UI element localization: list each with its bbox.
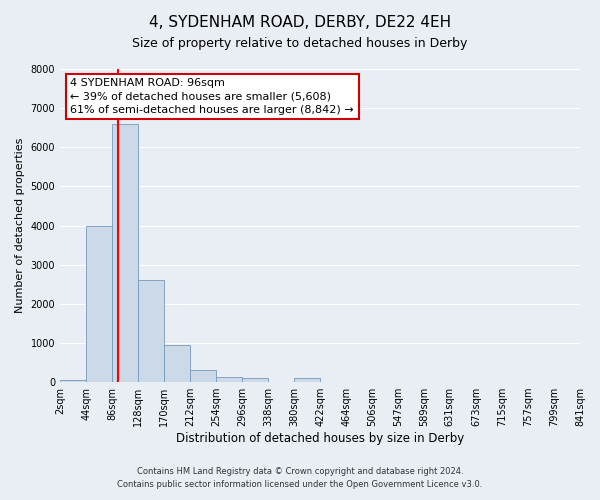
Text: Size of property relative to detached houses in Derby: Size of property relative to detached ho… <box>133 38 467 51</box>
Bar <box>138 280 164 382</box>
Text: 4, SYDENHAM ROAD, DERBY, DE22 4EH: 4, SYDENHAM ROAD, DERBY, DE22 4EH <box>149 15 451 30</box>
Text: 4 SYDENHAM ROAD: 96sqm
← 39% of detached houses are smaller (5,608)
61% of semi-: 4 SYDENHAM ROAD: 96sqm ← 39% of detached… <box>70 78 354 115</box>
Bar <box>216 376 242 382</box>
Bar <box>242 378 268 382</box>
Bar <box>86 226 112 382</box>
Bar <box>295 378 320 382</box>
Bar <box>190 370 216 382</box>
X-axis label: Distribution of detached houses by size in Derby: Distribution of detached houses by size … <box>176 432 464 445</box>
Y-axis label: Number of detached properties: Number of detached properties <box>15 138 25 313</box>
Bar <box>112 124 138 382</box>
Bar <box>60 380 86 382</box>
Text: Contains HM Land Registry data © Crown copyright and database right 2024.
Contai: Contains HM Land Registry data © Crown c… <box>118 468 482 489</box>
Bar <box>164 345 190 382</box>
